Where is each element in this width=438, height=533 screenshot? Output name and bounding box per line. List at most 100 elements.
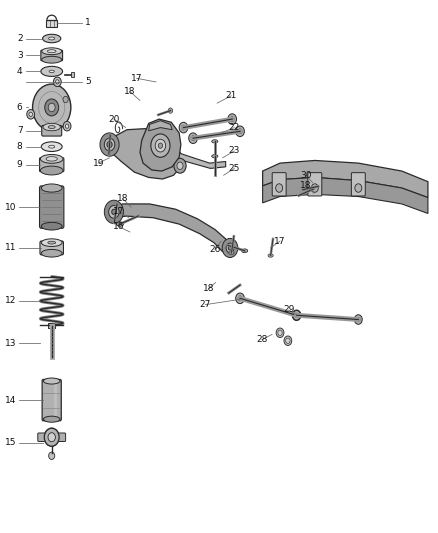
Text: 19: 19: [92, 159, 104, 167]
Circle shape: [355, 184, 362, 192]
Circle shape: [107, 141, 112, 148]
Polygon shape: [263, 177, 428, 214]
Ellipse shape: [41, 249, 62, 257]
Text: 22: 22: [229, 123, 240, 132]
Circle shape: [295, 313, 299, 318]
Circle shape: [48, 433, 55, 442]
Ellipse shape: [41, 184, 62, 192]
Text: 12: 12: [5, 296, 16, 305]
Ellipse shape: [41, 222, 62, 230]
Text: 20: 20: [108, 115, 120, 124]
Circle shape: [44, 428, 59, 446]
Circle shape: [278, 330, 282, 335]
Circle shape: [222, 238, 238, 257]
Circle shape: [189, 133, 198, 143]
Text: 28: 28: [256, 335, 268, 344]
FancyBboxPatch shape: [71, 72, 74, 77]
Text: 4: 4: [17, 67, 23, 76]
Text: 18: 18: [202, 284, 214, 293]
Polygon shape: [106, 204, 232, 255]
Ellipse shape: [43, 378, 60, 384]
Ellipse shape: [46, 157, 57, 161]
Circle shape: [104, 200, 124, 223]
Circle shape: [230, 117, 234, 122]
Ellipse shape: [41, 142, 62, 151]
Circle shape: [158, 143, 162, 148]
Polygon shape: [140, 119, 181, 171]
FancyBboxPatch shape: [42, 125, 62, 136]
Text: 2: 2: [17, 34, 23, 43]
Circle shape: [151, 134, 170, 157]
Ellipse shape: [48, 126, 55, 128]
FancyBboxPatch shape: [40, 241, 64, 255]
Polygon shape: [173, 151, 226, 168]
FancyBboxPatch shape: [38, 433, 66, 441]
Ellipse shape: [42, 34, 61, 43]
Text: 23: 23: [229, 147, 240, 156]
FancyBboxPatch shape: [39, 186, 64, 228]
Circle shape: [295, 313, 298, 318]
Ellipse shape: [242, 249, 248, 253]
Circle shape: [226, 243, 234, 253]
Text: 7: 7: [17, 126, 23, 135]
Text: 17: 17: [274, 237, 286, 246]
Circle shape: [284, 336, 292, 345]
Circle shape: [112, 209, 116, 215]
Circle shape: [29, 112, 32, 116]
Text: 8: 8: [17, 142, 23, 151]
Circle shape: [179, 122, 188, 133]
Circle shape: [228, 246, 232, 250]
Text: 10: 10: [4, 203, 16, 212]
Circle shape: [174, 158, 186, 173]
Text: 1: 1: [85, 18, 91, 27]
Circle shape: [191, 136, 195, 141]
Text: 15: 15: [4, 438, 16, 447]
Circle shape: [238, 129, 242, 134]
Circle shape: [104, 138, 115, 151]
Text: 16: 16: [113, 222, 125, 231]
Text: 3: 3: [17, 51, 23, 60]
Text: 13: 13: [4, 339, 16, 348]
Circle shape: [27, 109, 35, 119]
Circle shape: [45, 99, 59, 116]
Circle shape: [276, 184, 283, 192]
Circle shape: [286, 338, 290, 343]
Circle shape: [48, 433, 55, 442]
Ellipse shape: [268, 254, 273, 257]
FancyBboxPatch shape: [351, 173, 365, 196]
Ellipse shape: [43, 123, 60, 131]
Ellipse shape: [49, 146, 55, 148]
FancyBboxPatch shape: [308, 173, 322, 196]
FancyBboxPatch shape: [54, 381, 57, 419]
Circle shape: [65, 124, 69, 128]
Ellipse shape: [40, 166, 63, 175]
Text: 6: 6: [17, 103, 23, 112]
Circle shape: [44, 428, 59, 446]
Ellipse shape: [49, 37, 55, 40]
Text: 30: 30: [300, 171, 312, 180]
Circle shape: [293, 311, 300, 320]
Circle shape: [63, 122, 71, 131]
Circle shape: [276, 328, 284, 337]
Text: 14: 14: [5, 395, 16, 405]
Ellipse shape: [117, 222, 124, 226]
Ellipse shape: [42, 56, 62, 63]
Circle shape: [168, 108, 173, 114]
Text: 11: 11: [4, 244, 16, 253]
Text: 18: 18: [300, 181, 312, 190]
Text: 18: 18: [124, 87, 136, 96]
Ellipse shape: [212, 155, 218, 158]
Circle shape: [32, 84, 71, 131]
Circle shape: [292, 310, 301, 320]
Circle shape: [49, 452, 55, 459]
Circle shape: [357, 317, 360, 322]
Ellipse shape: [41, 239, 62, 246]
FancyBboxPatch shape: [48, 322, 55, 328]
Circle shape: [228, 114, 237, 124]
Text: 17: 17: [113, 207, 125, 216]
Ellipse shape: [49, 70, 54, 72]
Circle shape: [56, 80, 59, 84]
Circle shape: [311, 184, 318, 192]
Text: 18: 18: [117, 194, 128, 203]
Circle shape: [155, 139, 166, 152]
